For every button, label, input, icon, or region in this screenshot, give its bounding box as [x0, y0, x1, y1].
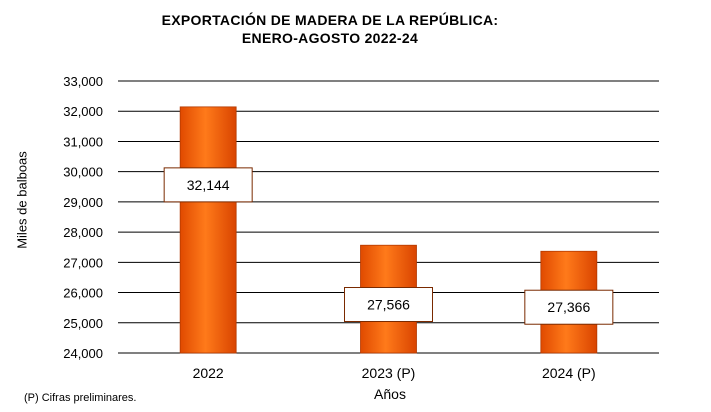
y-tick-label: 29,000: [63, 195, 103, 210]
x-tick-label: 2022: [193, 365, 224, 381]
bar: [179, 106, 237, 354]
y-axis-title: Miles de balboas: [14, 151, 30, 249]
y-tick-label: 26,000: [63, 286, 103, 301]
x-axis-title: Años: [374, 386, 406, 402]
data-label-box: [163, 167, 253, 203]
data-label: 27,366: [547, 299, 590, 315]
data-label-box: [524, 289, 614, 325]
y-tick-label: 24,000: [63, 346, 103, 361]
y-tick-label: 27,000: [63, 255, 103, 270]
x-tick-label: 2024 (P): [542, 365, 596, 381]
y-tick-label: 31,000: [63, 134, 103, 149]
data-labels: 32,144 27,566 27,366: [163, 167, 614, 325]
y-tick-label: 33,000: [63, 74, 103, 89]
y-tick-label: 28,000: [63, 225, 103, 240]
y-tick-label: 25,000: [63, 316, 103, 331]
x-axis-tick-labels: 2022 2023 (P) 2024 (P): [193, 365, 596, 381]
data-label: 27,566: [367, 297, 410, 313]
chart-title-line1: EXPORTACIÓN DE MADERA DE LA REPÚBLICA:: [161, 12, 499, 28]
x-tick-label: 2023 (P): [362, 365, 416, 381]
data-label: 32,144: [187, 177, 230, 193]
footnote: (P) Cifras preliminares.: [24, 392, 137, 404]
y-axis-tick-labels: 24,000 25,000 26,000 27,000 28,000 29,000 30,0…: [63, 74, 103, 361]
chart-subtitle: ENERO-AGOSTO 2022-24: [241, 30, 419, 46]
y-tick-label: 32,000: [63, 104, 103, 119]
data-label-box: [344, 287, 433, 323]
y-tick-label: 30,000: [63, 165, 103, 180]
chart-title: EXPORTACIÓN DE MADERA DE LA REPÚBLICA: E…: [90, 11, 570, 47]
